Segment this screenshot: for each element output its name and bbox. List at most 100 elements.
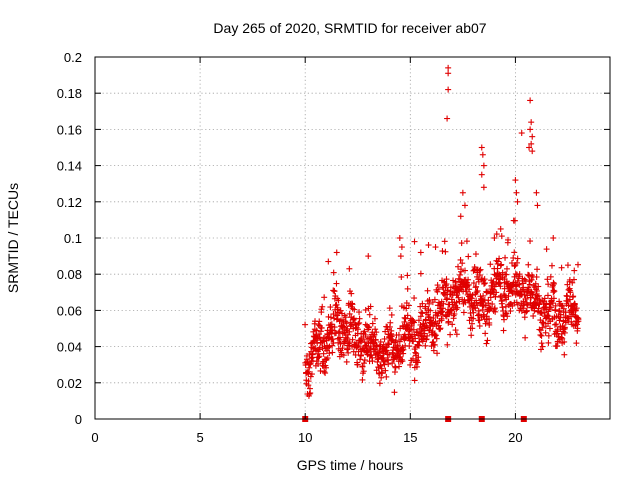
data-point — [324, 355, 331, 362]
data-point — [434, 282, 441, 289]
data-point — [419, 300, 426, 307]
data-point — [527, 126, 534, 133]
data-point — [305, 370, 312, 377]
data-point — [453, 299, 460, 306]
data-point — [522, 295, 529, 302]
data-point — [423, 336, 430, 343]
data-point — [486, 319, 493, 326]
data-point — [458, 240, 465, 247]
data-point — [431, 341, 438, 348]
data-point — [525, 261, 532, 268]
data-point — [316, 318, 323, 325]
data-point — [376, 380, 383, 387]
data-point — [469, 325, 476, 332]
data-point — [371, 315, 378, 322]
data-point — [399, 358, 406, 365]
data-point — [402, 315, 409, 322]
data-point — [401, 314, 408, 321]
y-tick-label: 0.14 — [57, 159, 82, 174]
data-point — [339, 345, 346, 352]
data-point — [355, 320, 362, 327]
data-point — [340, 352, 347, 359]
data-point — [391, 369, 398, 376]
data-point — [334, 304, 341, 311]
data-point — [415, 317, 422, 324]
data-point — [361, 357, 368, 364]
data-point — [497, 262, 504, 269]
data-point — [444, 115, 451, 122]
data-point — [534, 202, 541, 209]
data-point — [360, 360, 367, 367]
data-point — [384, 340, 391, 347]
data-point — [404, 285, 411, 292]
data-point — [413, 350, 420, 357]
data-point — [575, 318, 582, 325]
data-point — [469, 292, 476, 299]
data-point — [359, 376, 366, 383]
data-point — [424, 287, 431, 294]
data-point — [503, 296, 510, 303]
data-point — [489, 286, 496, 293]
data-point — [535, 292, 542, 299]
data-point — [463, 238, 470, 245]
data-point — [550, 279, 557, 286]
data-point — [325, 335, 332, 342]
data-point — [304, 369, 311, 376]
data-point — [502, 309, 509, 316]
data-point — [357, 356, 364, 363]
data-point — [435, 310, 442, 317]
data-point — [444, 295, 451, 302]
data-point — [398, 273, 405, 280]
y-axis-label: SRMTID / TECUs — [5, 183, 21, 293]
data-point — [336, 328, 343, 335]
data-point — [315, 354, 322, 361]
data-point — [516, 281, 523, 288]
data-point — [419, 310, 426, 317]
data-point — [365, 253, 372, 260]
data-point — [381, 335, 388, 342]
data-point — [455, 263, 462, 270]
data-point — [413, 363, 420, 370]
data-point — [308, 371, 315, 378]
data-point — [441, 238, 448, 245]
data-point — [529, 291, 536, 298]
data-point — [522, 334, 529, 341]
data-point — [457, 256, 464, 263]
data-point — [470, 315, 477, 322]
data-point — [462, 267, 469, 274]
data-point — [443, 280, 450, 287]
data-point — [365, 323, 372, 330]
data-point — [544, 292, 551, 299]
data-point — [336, 334, 343, 341]
data-point — [403, 305, 410, 312]
data-point — [437, 325, 444, 332]
y-tick-label: 0.02 — [57, 376, 82, 391]
data-point — [545, 339, 552, 346]
data-point — [508, 260, 515, 267]
data-point — [498, 261, 505, 268]
data-point — [329, 336, 336, 343]
data-point — [513, 259, 520, 266]
data-point — [317, 367, 324, 374]
data-point — [319, 338, 326, 345]
data-point — [518, 130, 525, 137]
data-point — [457, 276, 464, 283]
data-point — [504, 313, 511, 320]
data-point — [478, 144, 485, 151]
y-tick-label: 0.16 — [57, 122, 82, 137]
data-point — [352, 351, 359, 358]
data-point — [362, 321, 369, 328]
data-point — [574, 321, 581, 328]
data-point — [512, 177, 519, 184]
data-point — [497, 225, 504, 232]
data-point — [538, 340, 545, 347]
data-point — [302, 321, 309, 328]
data-point — [534, 293, 541, 300]
data-point — [388, 311, 395, 318]
data-point — [331, 288, 338, 295]
data-point — [472, 251, 479, 258]
data-point — [539, 324, 546, 331]
data-point — [539, 343, 546, 350]
data-point — [445, 318, 452, 325]
data-point — [320, 350, 327, 357]
